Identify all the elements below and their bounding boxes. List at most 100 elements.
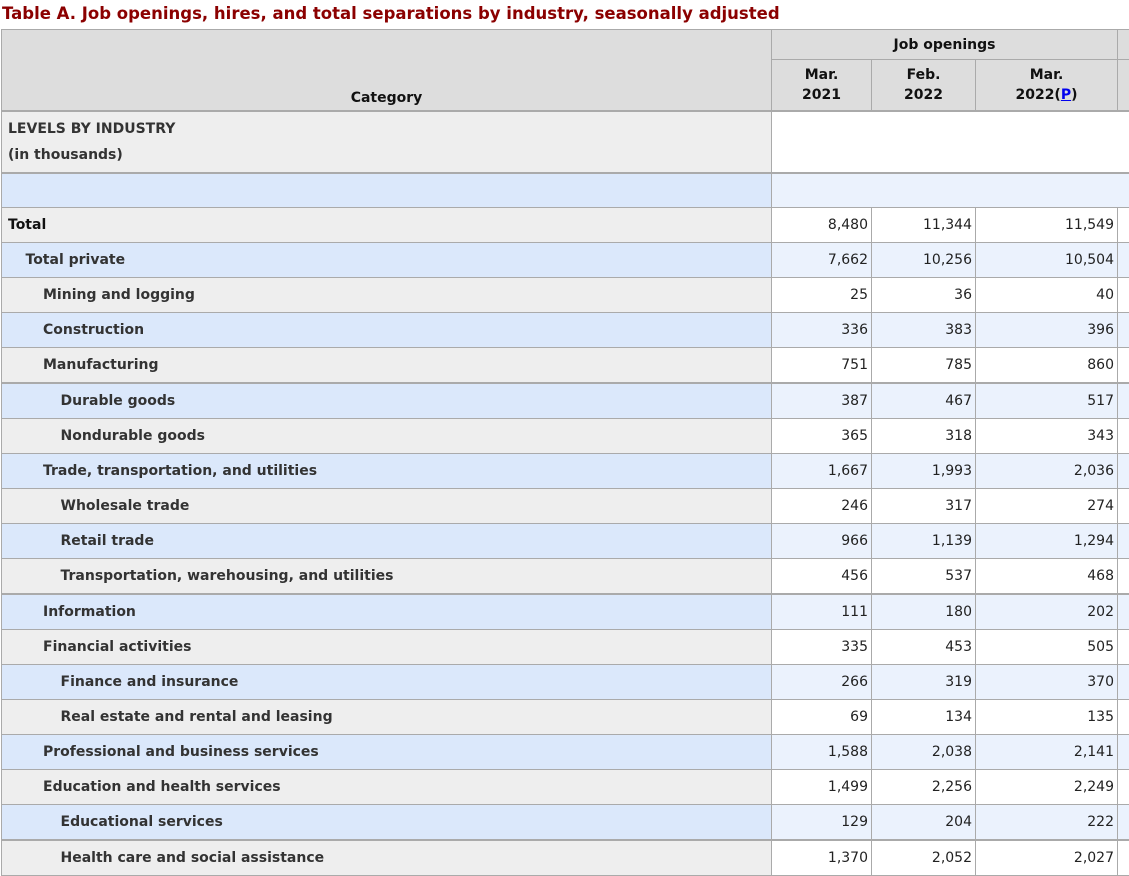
value-cell: 274 <box>976 489 1118 524</box>
job-openings-group-header: Job openings <box>772 30 1118 60</box>
row-label: Mining and logging <box>2 278 772 313</box>
value-cell: 336 <box>772 313 872 348</box>
category-header: Category <box>2 30 772 112</box>
overflow-cell <box>1118 524 1129 559</box>
value-cell: 365 <box>772 419 872 454</box>
row-label: Construction <box>2 313 772 348</box>
value-cell: 69 <box>772 700 872 735</box>
row-label: Financial activities <box>2 630 772 665</box>
value-cell: 11,344 <box>872 208 976 243</box>
value-cell: 246 <box>772 489 872 524</box>
row-label: Retail trade <box>2 524 772 559</box>
overflow-cell <box>1118 454 1129 489</box>
value-cell: 2,038 <box>872 735 976 770</box>
value-cell: 1,294 <box>976 524 1118 559</box>
row-label: Educational services <box>2 805 772 841</box>
value-cell: 1,370 <box>772 840 872 876</box>
section-label: LEVELS BY INDUSTRY(in thousands) <box>2 111 772 173</box>
value-cell: 11,549 <box>976 208 1118 243</box>
value-cell: 751 <box>772 348 872 384</box>
overflow-cell <box>1118 805 1129 841</box>
column-header <box>1118 60 1129 112</box>
value-cell: 7,662 <box>772 243 872 278</box>
preliminary-footnote-link[interactable]: P <box>1061 87 1071 103</box>
value-cell: 266 <box>772 665 872 700</box>
value-cell: 8,480 <box>772 208 872 243</box>
value-cell: 318 <box>872 419 976 454</box>
table-title: Table A. Job openings, hires, and total … <box>2 4 780 23</box>
value-cell: 129 <box>772 805 872 841</box>
row-label: Total <box>2 208 772 243</box>
overflow-cell <box>1118 735 1129 770</box>
value-cell: 36 <box>872 278 976 313</box>
row-label: Real estate and rental and leasing <box>2 700 772 735</box>
value-cell: 1,139 <box>872 524 976 559</box>
row-label: Education and health services <box>2 770 772 805</box>
overflow-cell <box>1118 348 1129 384</box>
overflow-cell <box>1118 665 1129 700</box>
value-cell: 10,504 <box>976 243 1118 278</box>
value-cell: 2,249 <box>976 770 1118 805</box>
overflow-cell <box>1118 489 1129 524</box>
overflow-cell <box>1118 419 1129 454</box>
value-cell: 383 <box>872 313 976 348</box>
value-cell: 135 <box>976 700 1118 735</box>
value-cell: 202 <box>976 594 1118 630</box>
column-header: Mar.2022(P) <box>976 60 1118 112</box>
value-cell: 204 <box>872 805 976 841</box>
row-label: Information <box>2 594 772 630</box>
value-cell: 1,667 <box>772 454 872 489</box>
row-label: Manufacturing <box>2 348 772 384</box>
value-cell: 505 <box>976 630 1118 665</box>
value-cell: 111 <box>772 594 872 630</box>
value-cell: 222 <box>976 805 1118 841</box>
overflow-cell <box>1118 700 1129 735</box>
value-cell: 335 <box>772 630 872 665</box>
value-cell: 2,027 <box>976 840 1118 876</box>
row-label: Durable goods <box>2 383 772 419</box>
value-cell: 2,036 <box>976 454 1118 489</box>
value-cell: 396 <box>976 313 1118 348</box>
value-cell: 25 <box>772 278 872 313</box>
next-group-header <box>1118 30 1129 60</box>
value-cell: 1,993 <box>872 454 976 489</box>
value-cell: 2,141 <box>976 735 1118 770</box>
value-cell: 785 <box>872 348 976 384</box>
value-cell: 319 <box>872 665 976 700</box>
value-cell: 343 <box>976 419 1118 454</box>
value-cell: 387 <box>772 383 872 419</box>
value-cell: 180 <box>872 594 976 630</box>
column-header: Feb.2022 <box>872 60 976 112</box>
value-cell: 1,588 <box>772 735 872 770</box>
table-row: Transportation, warehousing, and utiliti… <box>2 559 1129 595</box>
value-cell: 10,256 <box>872 243 976 278</box>
overflow-cell <box>1118 770 1129 805</box>
row-label: Trade, transportation, and utilities <box>2 454 772 489</box>
value-cell: 517 <box>976 383 1118 419</box>
overflow-cell <box>1118 630 1129 665</box>
overflow-cell <box>1118 383 1129 419</box>
column-header: Mar.2021 <box>772 60 872 112</box>
overflow-cell <box>1118 313 1129 348</box>
overflow-cell <box>1118 278 1129 313</box>
value-cell: 40 <box>976 278 1118 313</box>
row-label: Professional and business services <box>2 735 772 770</box>
row-label: Wholesale trade <box>2 489 772 524</box>
value-cell: 370 <box>976 665 1118 700</box>
job-openings-table: Category Job openings Mar.2021 Feb.2022 … <box>1 29 1129 876</box>
